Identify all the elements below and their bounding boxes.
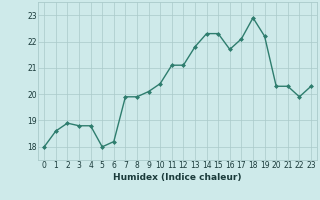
X-axis label: Humidex (Indice chaleur): Humidex (Indice chaleur) (113, 173, 242, 182)
